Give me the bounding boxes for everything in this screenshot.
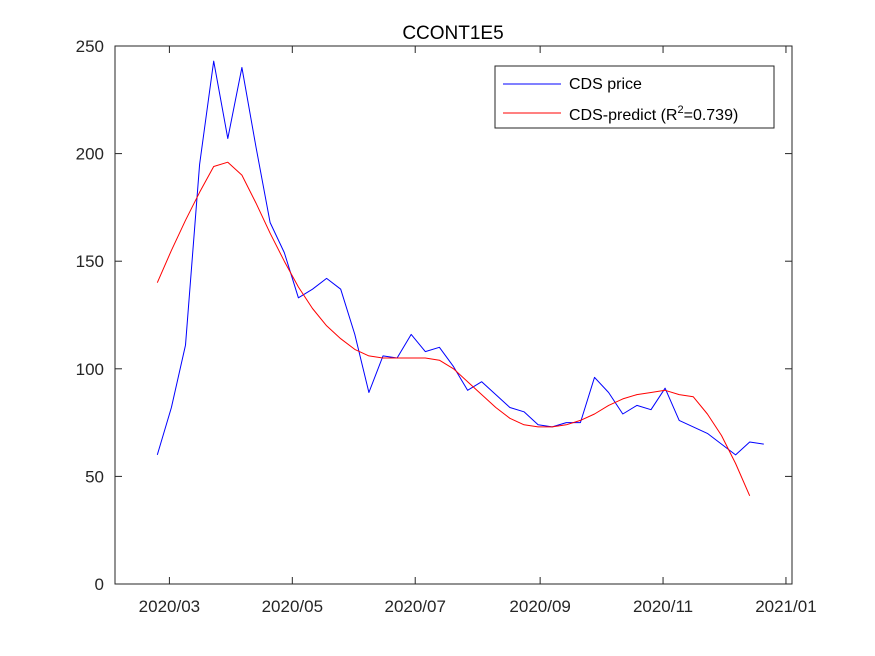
legend-superscript: 2 (677, 104, 683, 116)
y-tick-label: 100 (76, 360, 104, 379)
y-tick-label: 0 (95, 575, 104, 594)
series-line-cds-price (156, 60, 764, 456)
legend: CDS price CDS-predict (R2=0.739) (494, 65, 775, 129)
x-axis: 2020/03 2020/05 2020/07 2020/09 2020/11 2021/… (139, 46, 817, 616)
series-layer (156, 60, 764, 497)
y-tick-label: 150 (76, 252, 104, 271)
chart-title: CCONT1E5 (402, 23, 503, 44)
x-tick-label: 2020/07 (384, 597, 445, 616)
plot-frame (114, 45, 793, 585)
x-tick-label: 2020/11 (633, 597, 693, 616)
x-tick-label: 2020/03 (139, 597, 200, 616)
x-tick-label: 2020/09 (509, 597, 570, 616)
y-tick-label: 50 (85, 467, 104, 486)
legend-box (494, 65, 775, 129)
x-tick-label: 2020/05 (262, 597, 323, 616)
plot-border (114, 45, 793, 585)
y-tick-label: 200 (76, 145, 104, 164)
y-tick-label: 250 (76, 37, 104, 56)
legend-label-cds-price: CDS price (569, 76, 642, 93)
series-line-cds-predict (156, 161, 751, 497)
y-axis: 0 50 100 150 200 250 (76, 37, 792, 594)
x-tick-label: 2021/01 (755, 597, 816, 616)
legend-label-cds-predict: CDS-predict (R2=0.739) (569, 104, 738, 124)
